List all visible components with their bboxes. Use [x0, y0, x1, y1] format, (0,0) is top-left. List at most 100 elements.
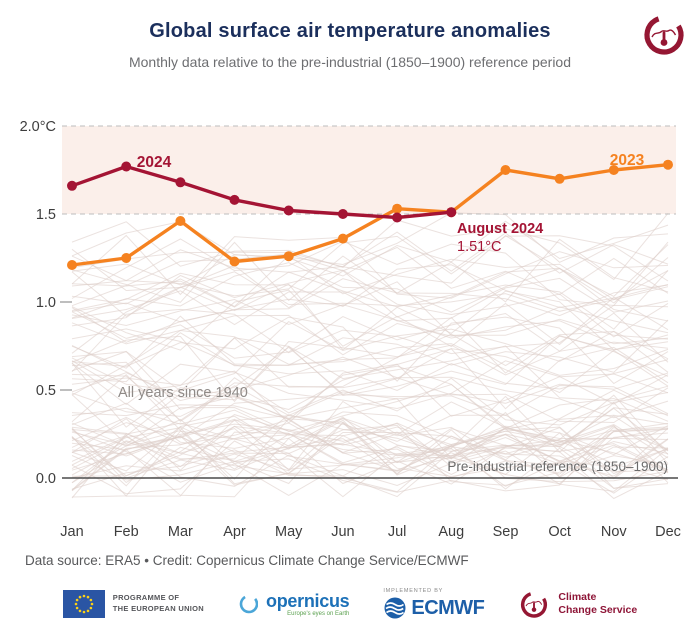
x-axis-label: Nov — [601, 524, 628, 540]
data-point-2024-Mar — [175, 177, 186, 188]
data-series — [67, 159, 673, 270]
highlight-value: 1.51°C — [457, 239, 502, 255]
x-axis-label: May — [275, 524, 303, 540]
credit-line: Data source: ERA5 • Credit: Copernicus C… — [25, 553, 469, 568]
year-line — [71, 231, 669, 287]
year-line — [71, 234, 669, 298]
year-line — [71, 212, 669, 281]
x-axis-label: Jun — [331, 524, 354, 540]
data-point-2024-Jul — [392, 212, 403, 223]
data-point-2024-Jan — [67, 180, 77, 191]
ecmwf-wordmark: ECMWF — [411, 596, 485, 619]
series-2024-line — [70, 164, 453, 220]
x-axis-label: Jul — [388, 524, 407, 540]
year-line — [71, 397, 669, 460]
year-line — [71, 320, 669, 392]
y-axis-label: 1.5 — [36, 207, 56, 223]
year-line — [71, 400, 669, 471]
eu-programme-logo: PROGRAMME OF THE EUROPEAN UNION — [62, 590, 204, 618]
data-point-2024-Jun — [337, 209, 348, 219]
year-line — [71, 422, 669, 468]
c3s-crescent-icon — [521, 591, 548, 618]
year-line — [71, 437, 669, 500]
series-2024-label: 2024 — [137, 154, 172, 171]
data-point-2023-Jan — [67, 260, 77, 270]
ecmwf-emblem-icon — [384, 597, 406, 619]
background-years-lines — [71, 212, 669, 500]
year-line — [71, 270, 669, 317]
ecmwf-logo: IMPLEMENTED BY ECMWF — [383, 588, 485, 620]
copernicus-logo: opernicus Europe's eyes on Earth — [238, 590, 350, 617]
year-line — [71, 345, 669, 402]
data-point-2023-Jun — [337, 233, 348, 244]
c3s-footer-logo: Climate Change Service — [518, 588, 637, 620]
above-1-5-band — [62, 126, 676, 214]
series-2023 — [67, 159, 673, 270]
year-line — [71, 238, 669, 307]
page-title: Global surface air temperature anomalies — [149, 20, 551, 42]
eu-programme-line1: PROGRAMME OF — [112, 593, 180, 603]
year-line — [71, 427, 669, 478]
data-point-2024-Apr — [229, 194, 240, 205]
year-line — [71, 289, 669, 351]
data-point-2023-Mar — [175, 216, 186, 226]
year-line — [71, 212, 669, 266]
year-line — [71, 424, 669, 486]
series-2024 — [67, 161, 457, 223]
data-point-2023-Nov — [608, 165, 619, 175]
year-line — [71, 425, 669, 477]
year-line — [71, 374, 669, 431]
data-point-2023-Sep — [500, 165, 511, 175]
y-axis-label: 1.0 — [36, 295, 56, 311]
copernicus-tagline: Europe's eyes on Earth — [287, 610, 350, 617]
data-point-2023-Feb — [121, 253, 132, 263]
year-line — [71, 238, 669, 303]
year-line — [71, 319, 669, 383]
year-line — [71, 270, 669, 330]
year-line — [71, 278, 669, 343]
year-line — [71, 246, 669, 309]
year-line — [71, 360, 669, 410]
data-point-2024-May — [283, 205, 294, 216]
x-axis-label: Apr — [223, 524, 246, 540]
x-axis-label: Oct — [548, 524, 571, 540]
year-line — [71, 393, 669, 459]
data-point-2024-Feb — [121, 161, 132, 172]
year-line — [71, 430, 669, 496]
data-point-2023-Dec — [663, 159, 673, 170]
eu-programme-line2: THE EUROPEAN UNION — [112, 604, 205, 613]
year-line — [71, 395, 669, 465]
year-line — [71, 431, 669, 497]
year-line — [71, 383, 669, 448]
year-line — [71, 422, 669, 485]
year-line — [71, 253, 669, 322]
year-line — [71, 356, 669, 419]
x-axis-label: Sep — [493, 524, 519, 540]
x-axis-label: Feb — [114, 524, 139, 540]
data-point-2024-Aug — [446, 207, 457, 218]
y-axis-label: 0.5 — [36, 383, 56, 399]
year-line — [71, 335, 669, 403]
climate-change-service-logo-icon — [644, 15, 684, 55]
year-line — [71, 362, 669, 430]
page-subtitle: Monthly data relative to the pre-industr… — [128, 54, 572, 70]
eu-flag-icon — [62, 590, 105, 618]
year-line — [71, 298, 669, 345]
data-point-2023-Apr — [229, 256, 240, 267]
year-line — [71, 421, 669, 485]
partner-logos-row: PROGRAMME OF THE EUROPEAN UNION opernicu… — [0, 583, 700, 625]
background-years-label: All years since 1940 — [118, 385, 248, 401]
year-line — [71, 328, 669, 392]
year-line — [71, 329, 669, 396]
year-line — [71, 277, 669, 326]
x-axis-label: Jan — [60, 524, 83, 540]
series-2023-line — [70, 163, 670, 267]
year-line — [71, 235, 669, 297]
axis-labels: 2.0°C 1.5 1.0 0.5 0.0 Jan Feb Mar Apr May Jun Jul Au… — [20, 119, 681, 540]
highlight-label: August 2024 — [457, 221, 543, 237]
year-line — [71, 220, 669, 286]
eu-programme-text: PROGRAMME OF THE EUROPEAN UNION — [113, 593, 204, 615]
data-point-2023-Oct — [554, 173, 565, 184]
copernicus-wordmark: opernicus — [266, 590, 350, 611]
